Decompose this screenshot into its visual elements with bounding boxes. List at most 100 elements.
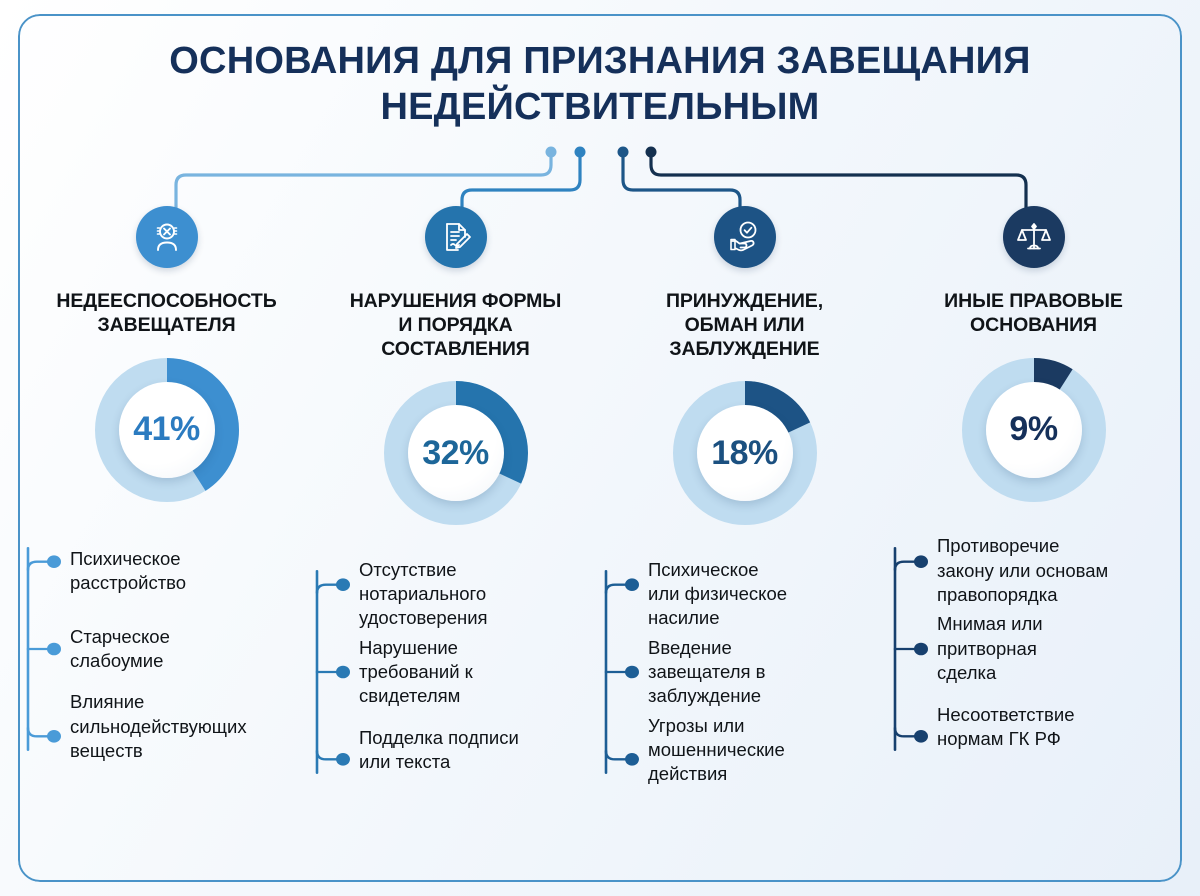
item-line-3: свидетелям (359, 685, 461, 707)
document-pencil-icon (424, 206, 487, 268)
list-item: Подделка подписи или текста (359, 711, 594, 789)
scales-justice-icon (1002, 206, 1065, 268)
item-line-3: действия (648, 763, 728, 785)
item-line-3: правопорядка (937, 583, 1058, 605)
item-line-1: Подделка подписи (359, 727, 519, 749)
bullet-list-coercion: Психическое или физическое насилие Введе… (600, 555, 889, 789)
item-line-2: нормам ГК РФ (937, 727, 1061, 749)
column-form-violations: НАРУШЕНИЯ ФОРМЫ И ПОРЯДКА СОСТАВЛЕНИЯ 32… (311, 206, 600, 789)
item-line-1: Старческое (70, 625, 170, 647)
person-invalid-icon (135, 206, 198, 268)
heading-line-1: НАРУШЕНИЯ ФОРМЫ (349, 290, 562, 312)
page-border-frame (18, 14, 1182, 882)
donut-chart-other-legal: 9% (958, 354, 1110, 506)
item-line-3: удостоверения (359, 607, 488, 629)
page-title-line-2: НЕДЕЙСТВИТЕЛЬНЫМ (380, 86, 820, 129)
heading-line-2: ОБМАН ИЛИ (684, 313, 805, 336)
connector-dot-4 (645, 146, 657, 158)
page-title-line-1: ОСНОВАНИЯ ДЛЯ ПРИЗНАНИЯ ЗАВЕЩАНИЯ (169, 40, 1031, 82)
item-line-2: завещателя в (648, 661, 766, 683)
list-item: Введение завещателя в заблуждение (648, 633, 883, 711)
item-line-1: Психическое (70, 547, 181, 569)
list-spine (315, 570, 350, 775)
list-spine (893, 546, 928, 751)
item-line-3: заблуждение (648, 685, 762, 707)
hand-check-icon (713, 206, 776, 268)
percent-label: 9% (1009, 410, 1058, 449)
column-heading-form-violations: НАРУШЕНИЯ ФОРМЫ И ПОРЯДКА СОСТАВЛЕНИЯ (311, 290, 600, 361)
heading-line-2: ОСНОВАНИЯ (970, 313, 1097, 336)
list-item: Психическое расстройство (70, 532, 305, 610)
connector-end-dots (545, 146, 657, 158)
item-line-1: Противоречие (937, 535, 1060, 557)
list-spine (604, 570, 639, 775)
item-line-3: веществ (70, 739, 143, 761)
connector-path-4 (649, 150, 1028, 247)
item-line-3: насилие (648, 607, 720, 629)
column-heading-other-legal: ИНЫЕ ПРАВОВЫЕ ОСНОВАНИЯ (889, 290, 1178, 338)
donut-arc (94, 357, 239, 502)
donut-arc (961, 357, 1106, 502)
heading-line-1: ПРИНУЖДЕНИЕ, (665, 290, 824, 312)
column-incapacity: НЕДЕЕСПОСОБНОСТЬ ЗАВЕЩАТЕЛЯ 41% (22, 206, 311, 789)
column-other-legal: ИНЫЕ ПРАВОВЫЕ ОСНОВАНИЯ 9% (889, 206, 1178, 789)
list-item: Нарушение требований к свидетелям (359, 633, 594, 711)
item-line-2: или текста (359, 751, 451, 773)
item-line-3: сделка (937, 661, 997, 683)
donut-arc (672, 381, 817, 526)
bullet-list-other-legal: Противоречие закону или основам правопор… (889, 532, 1178, 766)
connector-dot-3 (617, 146, 629, 158)
column-coercion: ПРИНУЖДЕНИЕ, ОБМАН ИЛИ ЗАБЛУЖДЕНИЕ 18% (600, 206, 889, 789)
item-line-2: или физическое (648, 583, 788, 605)
page-title: ОСНОВАНИЯ ДЛЯ ПРИЗНАНИЯ ЗАВЕЩАНИЯ НЕДЕЙС… (0, 38, 1200, 131)
column-heading-incapacity: НЕДЕЕСПОСОБНОСТЬ ЗАВЕЩАТЕЛЯ (22, 290, 311, 338)
item-line-1: Несоответствие (937, 703, 1075, 725)
heading-line-3: ЗАБЛУЖДЕНИЕ (669, 337, 820, 360)
item-line-1: Отсутствие (359, 559, 457, 581)
percent-label: 18% (711, 433, 778, 472)
item-line-2: расстройство (70, 571, 187, 593)
donut-center: 32% (407, 405, 504, 502)
item-line-2: сильнодействующих (70, 715, 247, 737)
donut-chart-incapacity: 41% (91, 354, 243, 506)
list-item: Отсутствие нотариального удостоверения (359, 555, 594, 633)
list-item: Угрозы или мошеннические действия (648, 711, 883, 789)
donut-center: 18% (696, 405, 793, 502)
heading-line-3: СОСТАВЛЕНИЯ (381, 337, 530, 360)
connector-path-3 (621, 150, 742, 247)
item-line-2: закону или основам (937, 559, 1109, 581)
donut-chart-coercion: 18% (669, 377, 821, 529)
donut-center: 9% (985, 381, 1082, 478)
list-item: Противоречие закону или основам правопор… (937, 532, 1172, 610)
connector-path-1 (174, 150, 553, 247)
item-line-1: Введение (648, 637, 732, 659)
bullet-list-incapacity: Психическое расстройство Старческое слаб… (22, 532, 311, 766)
connector-dot-1 (545, 146, 557, 158)
bullet-list-form-violations: Отсутствие нотариального удостоверения Н… (311, 555, 600, 789)
list-item: Психическое или физическое насилие (648, 555, 883, 633)
item-line-1: Мнимая или (937, 613, 1043, 635)
list-item: Несоответствие нормам ГК РФ (937, 688, 1172, 766)
list-item: Влияние сильнодействующих веществ (70, 688, 305, 766)
percent-label: 32% (422, 433, 489, 472)
donut-center: 41% (118, 381, 215, 478)
item-line-1: Психическое (648, 559, 759, 581)
item-line-2: мошеннические (648, 739, 785, 761)
item-line-2: слабоумие (70, 649, 164, 671)
donut-arc (383, 381, 528, 526)
item-line-2: требований к (359, 661, 473, 683)
columns-container: НЕДЕЕСПОСОБНОСТЬ ЗАВЕЩАТЕЛЯ 41% (22, 206, 1178, 789)
item-line-2: притворная (937, 637, 1037, 659)
list-item: Старческое слабоумие (70, 610, 305, 688)
item-line-1: Нарушение (359, 637, 458, 659)
donut-chart-form-violations: 32% (380, 377, 532, 529)
heading-line-1: ИНЫЕ ПРАВОВЫЕ (944, 290, 1123, 312)
percent-label: 41% (133, 410, 200, 449)
list-item: Мнимая или притворная сделка (937, 610, 1172, 688)
heading-line-1: НЕДЕЕСПОСОБНОСТЬ (56, 290, 277, 312)
heading-line-2: И ПОРЯДКА (398, 313, 513, 336)
heading-line-2: ЗАВЕЩАТЕЛЯ (97, 313, 236, 336)
item-line-2: нотариального (359, 583, 487, 605)
